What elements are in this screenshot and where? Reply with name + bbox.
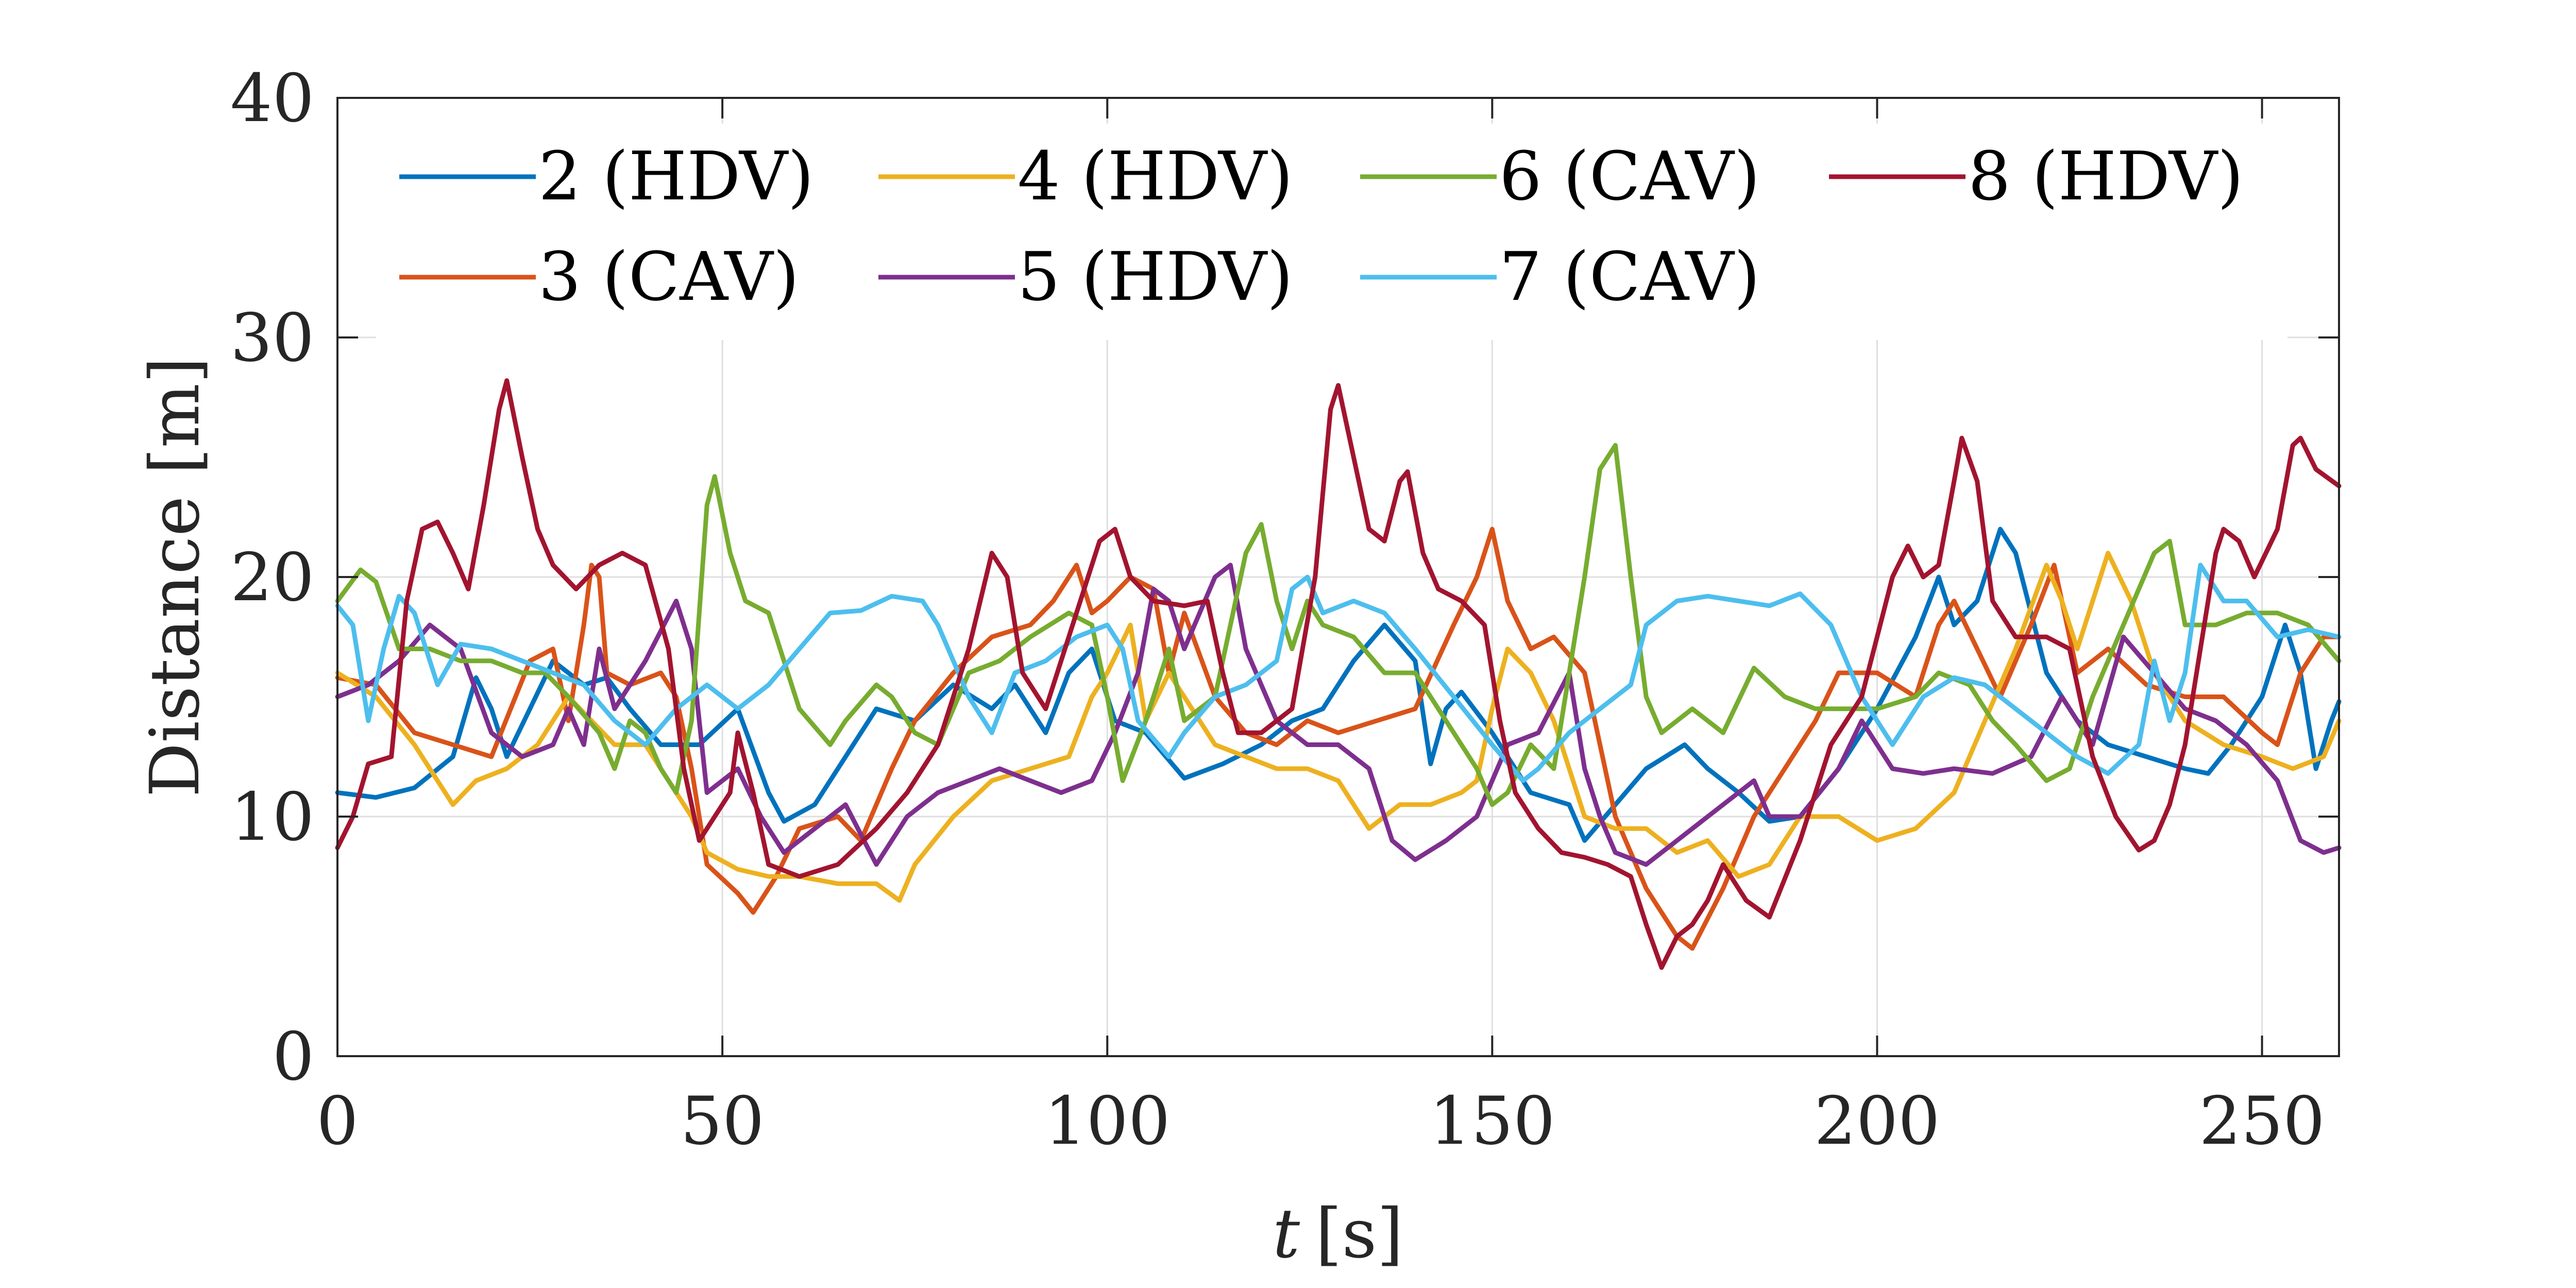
legend-label-5: 5 (HDV) — [1018, 238, 1293, 316]
legend-box — [376, 124, 2287, 340]
y-tick-label-20: 20 — [230, 539, 314, 616]
legend-label-7: 7 (CAV) — [1499, 238, 1760, 316]
legend-label-8: 8 (HDV) — [1968, 137, 2244, 215]
series-line-6 — [335, 443, 2342, 807]
x-tick-label-200: 200 — [1814, 1083, 1940, 1160]
legend-label-3: 3 (CAV) — [538, 238, 799, 316]
y-tick-label-30: 30 — [230, 300, 314, 377]
x-axis-label: t [s] — [1273, 1194, 1403, 1274]
x-axis-label-unit: [s] — [1315, 1194, 1403, 1274]
legend-label-2: 2 (HDV) — [538, 137, 814, 215]
y-tick-label-0: 0 — [273, 1019, 314, 1095]
x-tick-label-250: 250 — [2199, 1083, 2325, 1160]
series-line-2 — [335, 527, 2342, 843]
x-tick-label-50: 50 — [681, 1083, 765, 1160]
y-tick-label-10: 10 — [230, 779, 314, 856]
x-tick-label-100: 100 — [1044, 1083, 1170, 1160]
legend: 2 (HDV) 3 (CAV) 4 (HDV) 5 (HDV) 6 (CAV) 7 (CA… — [376, 124, 2287, 340]
legend-label-4: 4 (HDV) — [1018, 137, 1293, 215]
x-tick-label-0: 0 — [316, 1083, 358, 1160]
series-line-3 — [335, 527, 2342, 951]
axis-ticks: 0 50 100 150 200 250 0 10 20 30 40 — [230, 60, 2339, 1160]
x-axis-label-variable: t — [1273, 1194, 1300, 1274]
series-line-5 — [335, 563, 2342, 867]
series-line-7 — [335, 563, 2342, 783]
series-lines — [335, 378, 2342, 970]
y-axis-label: Distance [m] — [135, 357, 215, 798]
legend-label-6: 6 (CAV) — [1499, 137, 1760, 215]
y-tick-label-40: 40 — [230, 60, 314, 137]
x-tick-label-150: 150 — [1429, 1083, 1555, 1160]
series-line-8 — [335, 378, 2342, 970]
series-line-4 — [335, 551, 2342, 903]
